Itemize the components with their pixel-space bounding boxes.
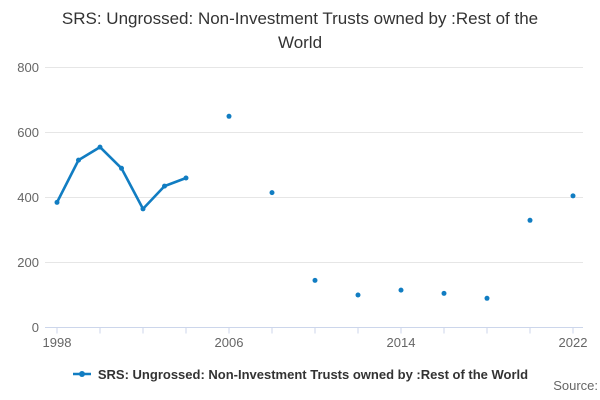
gridlines	[45, 67, 583, 328]
y-tick-label: 0	[32, 320, 39, 335]
data-point[interactable]	[570, 193, 576, 199]
x-tick-label: 2014	[387, 335, 416, 350]
legend-item[interactable]: SRS: Ungrossed: Non-Investment Trusts ow…	[72, 367, 528, 382]
plot-area: 0 200 400 600 800 1998 2006 2014 2022	[17, 60, 588, 350]
x-tick-label: 2006	[215, 335, 244, 350]
y-tick-label: 800	[17, 60, 39, 75]
legend: SRS: Ungrossed: Non-Investment Trusts ow…	[0, 365, 600, 383]
x-axis-labels: 1998 2006 2014 2022	[43, 335, 588, 350]
x-tick-label: 1998	[43, 335, 72, 350]
data-point[interactable]	[312, 277, 318, 283]
data-point[interactable]	[441, 290, 447, 296]
data-point[interactable]	[140, 206, 146, 212]
data-point[interactable]	[355, 292, 361, 298]
data-point[interactable]	[97, 144, 103, 150]
x-tick-label: 2022	[559, 335, 588, 350]
data-point[interactable]	[54, 199, 60, 205]
source-label: Source:	[553, 378, 598, 393]
data-point[interactable]	[183, 175, 189, 181]
data-point[interactable]	[527, 217, 533, 223]
chart-title: SRS: Ungrossed: Non-Investment Trusts ow…	[61, 9, 539, 53]
y-axis-labels: 0 200 400 600 800	[17, 60, 39, 335]
series-line[interactable]	[57, 147, 573, 209]
y-tick-label: 400	[17, 190, 39, 205]
data-point[interactable]	[269, 190, 275, 196]
line-marker-icon	[72, 371, 91, 377]
y-tick-label: 200	[17, 255, 39, 270]
data-point[interactable]	[484, 295, 490, 301]
data-point[interactable]	[76, 157, 81, 163]
data-point[interactable]	[226, 113, 232, 119]
data-point[interactable]	[119, 165, 124, 171]
x-axis-ticks	[56, 327, 574, 334]
y-tick-label: 600	[17, 125, 39, 140]
legend-label: SRS: Ungrossed: Non-Investment Trusts ow…	[97, 366, 529, 382]
data-point[interactable]	[398, 287, 404, 293]
series	[54, 113, 576, 301]
data-point[interactable]	[162, 183, 167, 189]
